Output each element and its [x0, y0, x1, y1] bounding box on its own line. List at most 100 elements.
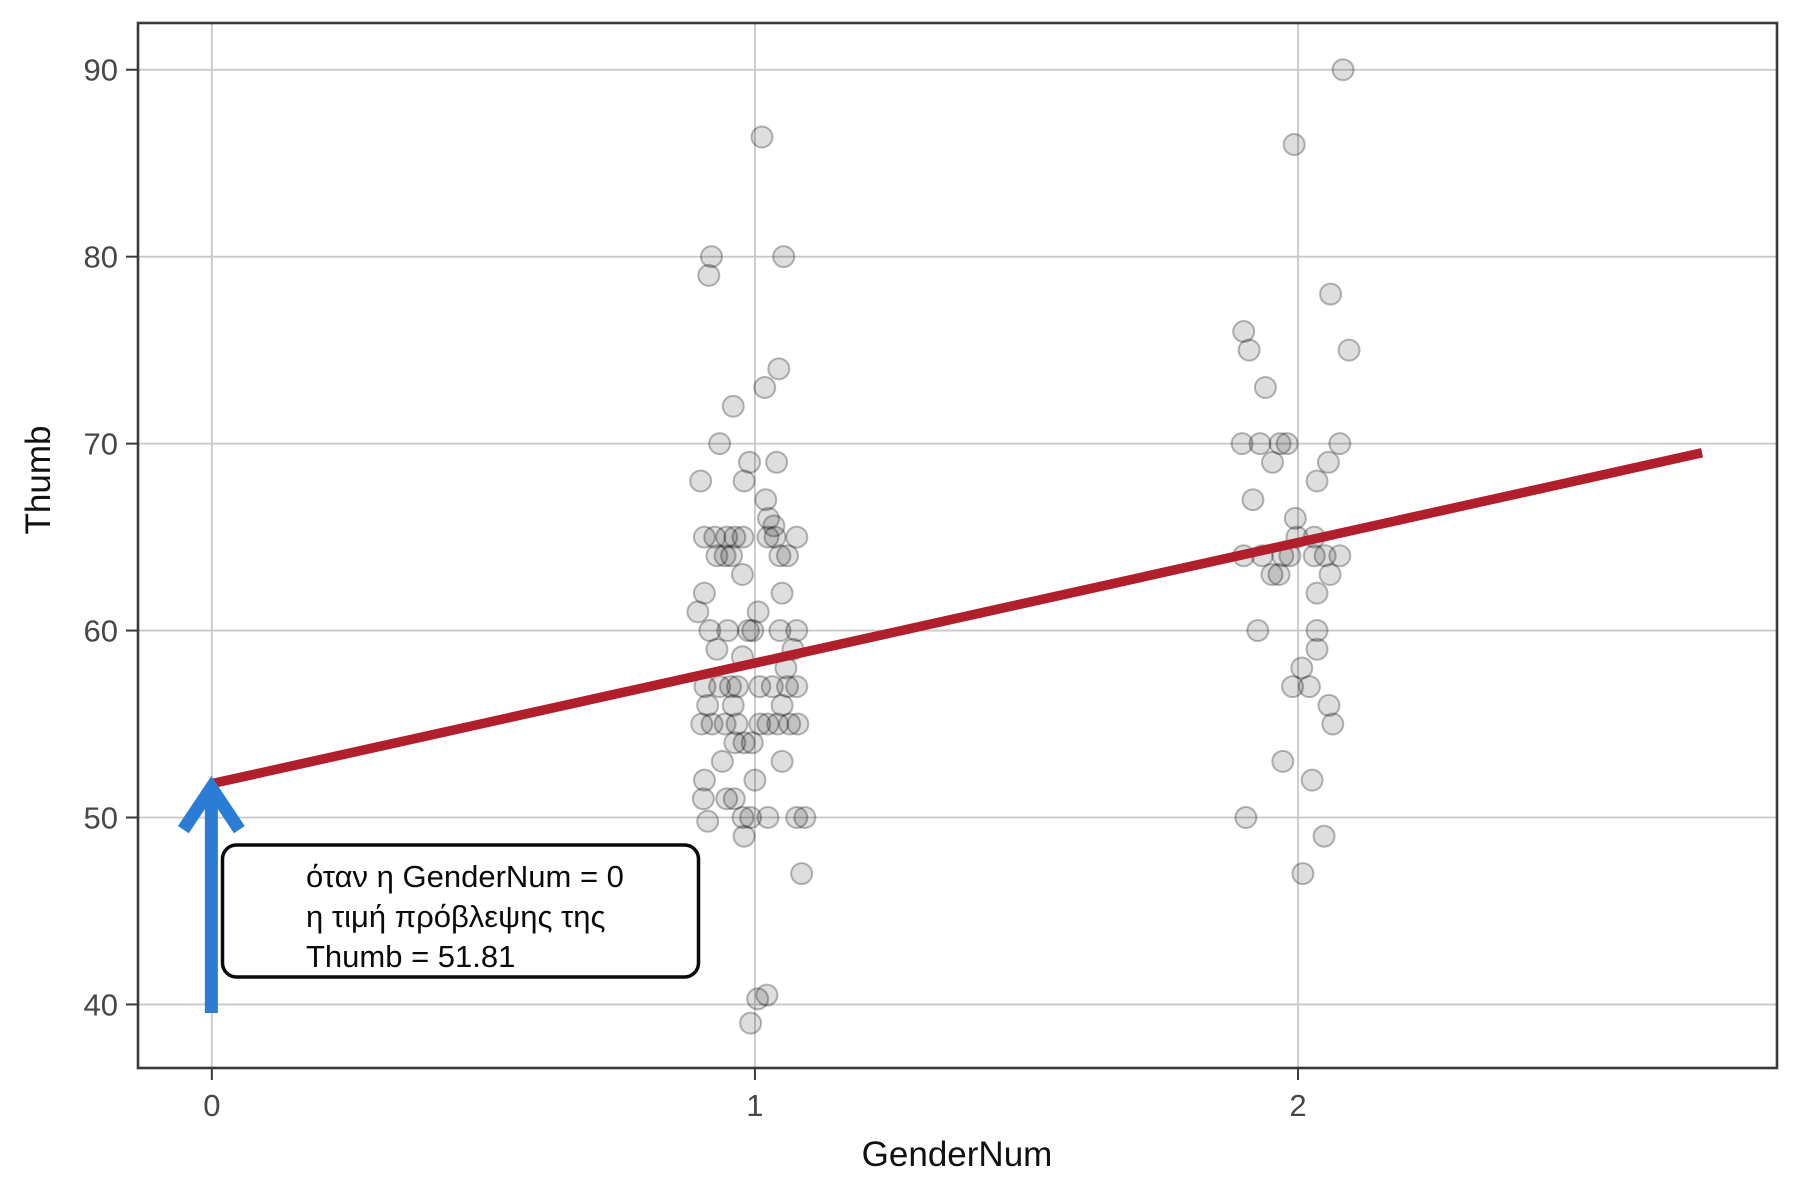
data-point	[1253, 376, 1277, 400]
data-point	[692, 525, 716, 549]
data-point	[708, 675, 732, 699]
data-point	[1313, 544, 1337, 568]
data-point	[1291, 862, 1315, 886]
data-point	[770, 749, 794, 773]
data-point	[785, 805, 809, 829]
data-point	[750, 125, 774, 149]
data-point	[1337, 338, 1361, 362]
data-point	[1246, 619, 1270, 643]
data-point	[756, 525, 780, 549]
data-point	[1230, 432, 1254, 456]
data-point	[1234, 805, 1258, 829]
y-axis-title: Thumb	[19, 426, 58, 535]
data-point	[1300, 768, 1324, 792]
data-point	[1318, 562, 1342, 586]
annotation-line-3: Thumb = 51.81	[306, 939, 515, 974]
data-point	[1237, 338, 1261, 362]
data-point	[723, 731, 747, 755]
annotation-box-frame	[220, 843, 701, 979]
data-point	[696, 693, 720, 717]
data-point	[720, 544, 744, 568]
data-point	[1241, 488, 1265, 512]
y-tick-label: 40	[84, 987, 118, 1022]
data-point	[732, 469, 756, 493]
data-point	[1271, 749, 1295, 773]
data-point	[786, 712, 810, 736]
data-point	[1328, 544, 1352, 568]
x-tick-label: 2	[1289, 1088, 1306, 1123]
regression-line	[210, 448, 1704, 789]
data-point	[1283, 506, 1307, 530]
data-point	[718, 675, 742, 699]
data-point	[692, 581, 716, 605]
y-tick-label: 70	[84, 427, 118, 462]
data-point	[755, 983, 779, 1007]
data-point	[725, 712, 749, 736]
annotation-line-2: η τιμή πρόβλεψης της	[306, 899, 605, 934]
x-tick-label: 1	[746, 1088, 763, 1123]
data-point	[767, 357, 791, 381]
data-point	[1297, 675, 1321, 699]
data-point	[766, 712, 790, 736]
data-point	[785, 675, 809, 699]
annotation-box: όταν η GenderNum = 0 η τιμή πρόβλεψης τη…	[220, 843, 701, 979]
data-point	[739, 1011, 763, 1035]
data-point	[748, 712, 772, 736]
data-point	[740, 731, 764, 755]
data-point	[715, 787, 739, 811]
data-point	[753, 376, 777, 400]
data-point	[731, 525, 755, 549]
data-point	[1267, 562, 1291, 586]
y-tick-label: 80	[84, 240, 118, 275]
data-point	[772, 245, 796, 269]
data-point	[741, 619, 765, 643]
data-point	[760, 675, 784, 699]
data-point	[713, 712, 737, 736]
data-point	[705, 544, 729, 568]
data-point	[1305, 637, 1329, 661]
data-point	[1248, 432, 1272, 456]
annotation-line-1: όταν η GenderNum = 0	[306, 859, 624, 894]
data-point	[690, 712, 714, 736]
data-point	[715, 525, 739, 549]
data-point	[768, 619, 792, 643]
data-point	[726, 675, 750, 699]
data-point	[1302, 544, 1326, 568]
panel-border	[136, 21, 1779, 1070]
data-point	[705, 637, 729, 661]
x-tick-label: 0	[203, 1088, 220, 1123]
data-point	[686, 600, 710, 624]
data-point	[713, 544, 737, 568]
data-point	[1305, 619, 1329, 643]
data-point	[722, 787, 746, 811]
data-point	[790, 862, 814, 886]
data-point	[756, 712, 780, 736]
data-point	[708, 432, 732, 456]
data-point	[776, 544, 800, 568]
annotation-arrow	[177, 775, 245, 1013]
data-point	[793, 805, 817, 829]
data-point	[700, 712, 724, 736]
data-point	[723, 525, 747, 549]
data-point	[785, 525, 809, 549]
data-point	[1281, 675, 1305, 699]
data-point	[721, 394, 745, 418]
x-axis-title: GenderNum	[862, 1135, 1053, 1174]
arrow-head	[177, 775, 245, 834]
data-point	[689, 469, 713, 493]
y-axis-ticks: 40 50 60 70 80 90	[84, 53, 138, 1022]
data-point	[770, 581, 794, 605]
x-axis-ticks: 0 1 2	[203, 1068, 1307, 1123]
data-point	[1328, 432, 1352, 456]
data-point	[757, 506, 781, 530]
data-point	[732, 731, 756, 755]
data-point	[1317, 693, 1341, 717]
data-point	[1312, 824, 1336, 848]
data-point	[756, 805, 780, 829]
data-point	[1232, 319, 1256, 343]
data-point	[1260, 450, 1284, 474]
data-point	[739, 805, 763, 829]
data-point	[778, 712, 802, 736]
data-point	[703, 525, 727, 549]
